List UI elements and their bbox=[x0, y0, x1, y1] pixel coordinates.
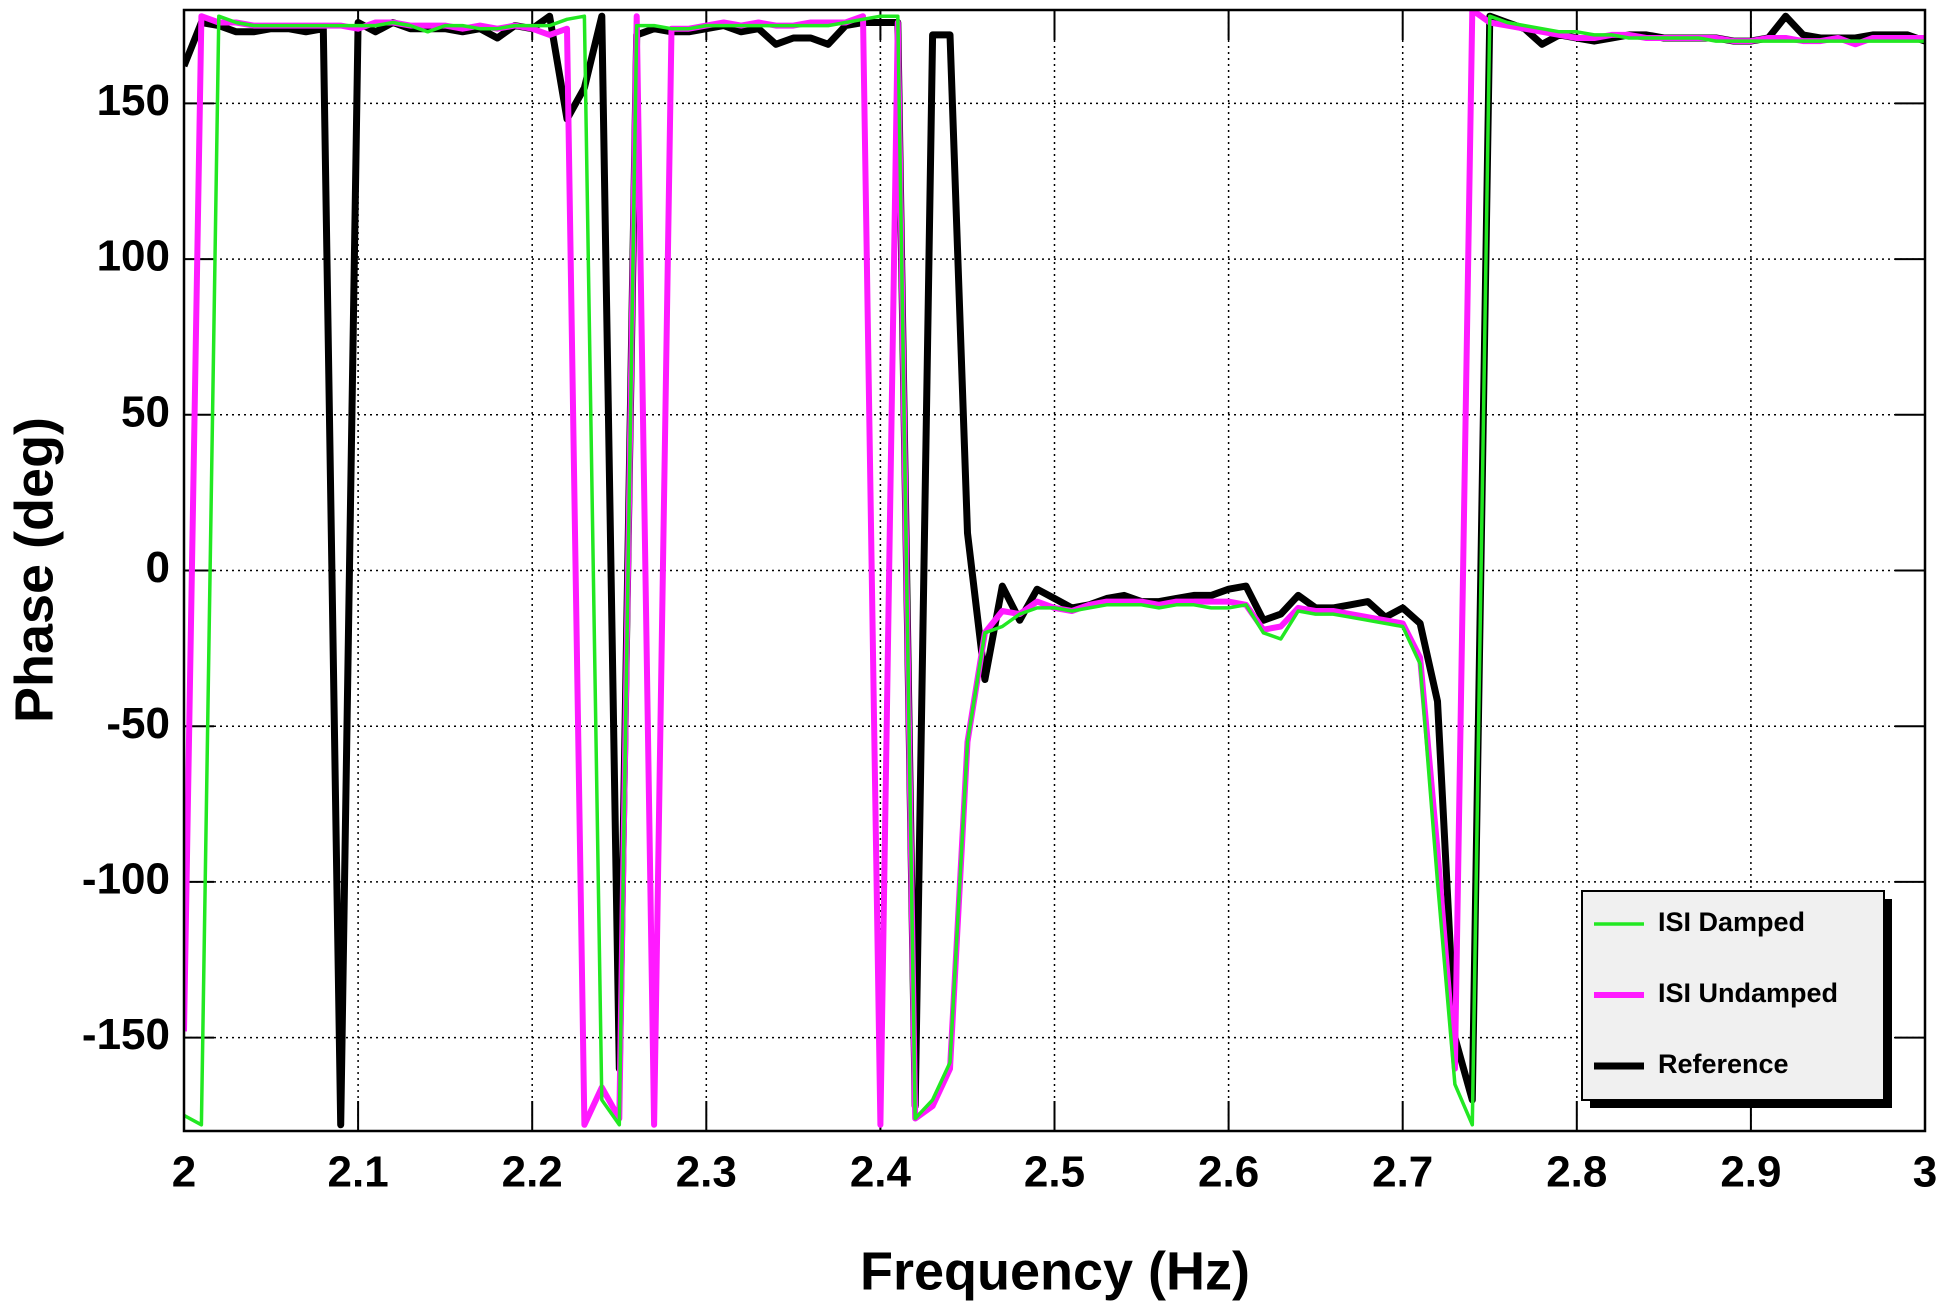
x-tick-label: 2.4 bbox=[850, 1148, 912, 1197]
x-tick-label: 2.2 bbox=[502, 1148, 563, 1197]
x-tick-label: 2.1 bbox=[328, 1148, 389, 1197]
y-tick-label: -150 bbox=[82, 1010, 170, 1059]
plot-frame bbox=[182, 8, 1927, 1133]
x-tick-label: 2.7 bbox=[1372, 1148, 1433, 1197]
legend-label: ISI Undamped bbox=[1658, 978, 1838, 1008]
x-tick-label: 2 bbox=[172, 1148, 196, 1197]
x-axis-label: Frequency (Hz) bbox=[860, 1241, 1250, 1301]
y-tick-label: 100 bbox=[97, 232, 170, 281]
y-axis-label: Phase (deg) bbox=[4, 417, 64, 723]
x-tick-label: 2.6 bbox=[1198, 1148, 1259, 1197]
x-tick-label: 2.9 bbox=[1720, 1148, 1781, 1197]
legend-label: ISI Damped bbox=[1658, 907, 1805, 937]
x-tick-label: 2.5 bbox=[1024, 1148, 1085, 1197]
x-tick-label: 3 bbox=[1913, 1148, 1937, 1197]
legend-label: Reference bbox=[1658, 1049, 1789, 1079]
y-tick-label: 150 bbox=[97, 76, 170, 125]
y-tick-label: -50 bbox=[106, 699, 170, 748]
x-tick-label: 2.3 bbox=[676, 1148, 737, 1197]
y-tick-label: 50 bbox=[121, 387, 170, 436]
data-line bbox=[184, 14, 1925, 1127]
x-tick-label: 2.8 bbox=[1546, 1148, 1607, 1197]
y-tick-label: -100 bbox=[82, 855, 170, 904]
y-tick-label: 0 bbox=[146, 543, 170, 592]
